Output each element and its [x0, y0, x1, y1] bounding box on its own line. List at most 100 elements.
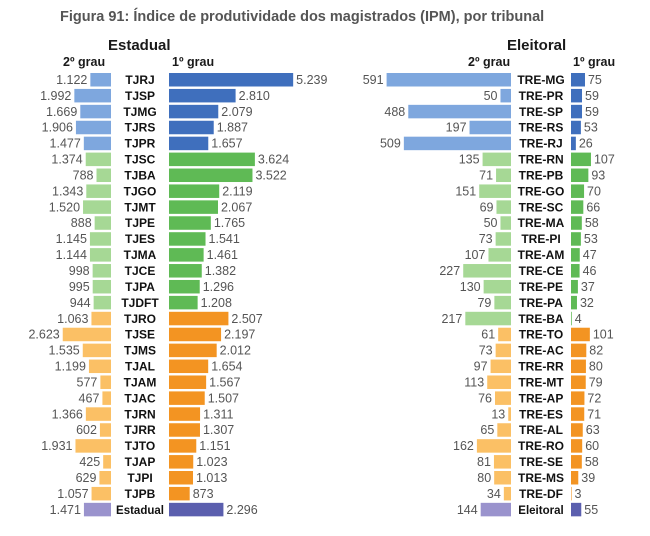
- eleitoral-bar-1grau-tre-ac: [571, 343, 587, 358]
- estadual-bar-2grau-tjce: [92, 264, 111, 278]
- estadual-value-1grau-tjam: 1.567: [209, 375, 240, 389]
- eleitoral-value-2grau-tre-rs: 197: [446, 121, 467, 135]
- eleitoral-bar-1grau-tre-pa: [571, 295, 577, 310]
- eleitoral-bar-2grau-tre-ro: [476, 439, 511, 453]
- estadual-label-tjam: TJAM: [124, 375, 157, 389]
- eleitoral-value-1grau-tre-ce: 46: [583, 264, 597, 278]
- eleitoral-value-2grau-tre-es: 13: [491, 407, 505, 421]
- estadual-bar-2grau-tjpa: [92, 279, 111, 294]
- estadual-bar-1grau-tjce: [169, 264, 202, 278]
- estadual-bar-1grau-tjam: [169, 375, 207, 389]
- eleitoral-value-2grau-tre-sp: 488: [384, 105, 405, 119]
- eleitoral-bar-2grau-tre-ce: [463, 264, 511, 278]
- estadual-bar-1grau-tjap: [169, 455, 194, 469]
- estadual-value-1grau-tjpi: 1.013: [196, 471, 227, 485]
- estadual-value-2grau-tjmg: 1.669: [46, 105, 77, 119]
- eleitoral-label-tre-ce: TRE-CE: [519, 264, 564, 278]
- eleitoral-value-2grau-tre-rj: 509: [380, 137, 401, 151]
- eleitoral-bar-2grau-tre-pr: [500, 88, 511, 103]
- estadual-value-2grau-tjdft: 944: [70, 296, 91, 310]
- estadual-value-2grau-tjam: 577: [77, 375, 98, 389]
- eleitoral-bar-2grau-eleitoral: [480, 502, 511, 517]
- eleitoral-value-2grau-tre-df: 34: [487, 487, 501, 501]
- estadual-label-tjpb: TJPB: [125, 487, 156, 501]
- eleitoral-value-2grau-tre-am: 107: [465, 248, 486, 262]
- eleitoral-label-tre-pb: TRE-PB: [519, 168, 564, 182]
- eleitoral-bar-1grau-tre-es: [571, 407, 585, 421]
- estadual-bar-2grau-estadual: [83, 502, 111, 517]
- estadual-bar-1grau-tjrs: [169, 120, 214, 135]
- eleitoral-bar-1grau-tre-sc: [571, 200, 584, 214]
- estadual-label-tjgo: TJGO: [124, 184, 157, 198]
- eleitoral-value-1grau-tre-pb: 93: [591, 168, 605, 182]
- estadual-bar-2grau-tjro: [91, 311, 111, 326]
- eleitoral-bar-2grau-tre-mg: [386, 73, 511, 87]
- estadual-value-1grau-tjrs: 1.887: [217, 121, 248, 135]
- estadual-value-1grau-tjms: 2.012: [220, 344, 251, 358]
- eleitoral-value-2grau-tre-pr: 50: [484, 89, 498, 103]
- estadual-value-2grau-tjrj: 1.122: [56, 73, 87, 87]
- eleitoral-bar-1grau-tre-mg: [571, 73, 585, 87]
- eleitoral-value-1grau-tre-rn: 107: [594, 153, 615, 167]
- estadual-value-1grau-tjma: 1.461: [207, 248, 238, 262]
- estadual-value-2grau-tjrn: 1.366: [52, 407, 83, 421]
- eleitoral-bar-1grau-tre-ma: [571, 216, 582, 230]
- estadual-bar-2grau-tjma: [89, 248, 111, 262]
- estadual-bar-1grau-tjsp: [169, 88, 236, 103]
- estadual-label-tjpr: TJPR: [125, 137, 156, 151]
- eleitoral-value-2grau-tre-rr: 97: [474, 360, 488, 374]
- estadual-bar-2grau-tjac: [102, 391, 111, 405]
- estadual-label-tjrn: TJRN: [124, 407, 155, 421]
- estadual-bar-1grau-tjto: [169, 439, 197, 453]
- estadual-value-1grau-tjce: 1.382: [205, 264, 236, 278]
- eleitoral-value-1grau-tre-go: 70: [587, 184, 601, 198]
- eleitoral-value-2grau-tre-pb: 71: [479, 168, 493, 182]
- eleitoral-bar-1grau-tre-ce: [571, 264, 580, 278]
- eleitoral-value-1grau-tre-mg: 75: [588, 73, 602, 87]
- eleitoral-bar-2grau-tre-am: [488, 248, 511, 262]
- estadual-value-2grau-tjma: 1.144: [56, 248, 87, 262]
- estadual-value-1grau-tjac: 1.507: [208, 391, 239, 405]
- estadual-bar-1grau-tjsc: [169, 152, 255, 167]
- eleitoral-bar-1grau-tre-pe: [571, 279, 578, 294]
- eleitoral-value-2grau-tre-pa: 79: [477, 296, 491, 310]
- estadual-value-2grau-tjpa: 995: [69, 280, 90, 294]
- estadual-label-tjrr: TJRR: [124, 423, 156, 437]
- estadual-value-2grau-tjpb: 1.057: [57, 487, 88, 501]
- eleitoral-bar-2grau-tre-ms: [494, 471, 511, 485]
- estadual-bar-2grau-tjsp: [74, 88, 111, 103]
- estadual-label-tjap: TJAP: [125, 455, 156, 469]
- estadual-value-2grau-tjpi: 629: [76, 471, 97, 485]
- eleitoral-value-2grau-tre-ap: 76: [478, 391, 492, 405]
- eleitoral-label-tre-mt: TRE-MT: [518, 375, 564, 389]
- eleitoral-bar-2grau-tre-to: [498, 327, 511, 342]
- estadual-bar-2grau-tjdft: [93, 295, 111, 310]
- eleitoral-value-1grau-tre-sc: 66: [586, 200, 600, 214]
- eleitoral-label-tre-am: TRE-AM: [518, 248, 565, 262]
- eleitoral-value-2grau-tre-rn: 135: [459, 153, 480, 167]
- eleitoral-bar-2grau-tre-pa: [494, 295, 511, 310]
- estadual-bar-2grau-tjpb: [91, 486, 111, 501]
- eleitoral-value-2grau-tre-se: 81: [477, 455, 491, 469]
- estadual-bar-1grau-tjdft: [169, 295, 198, 310]
- eleitoral-bar-1grau-tre-rn: [571, 152, 591, 167]
- estadual-label-tjes: TJES: [125, 232, 155, 246]
- eleitoral-label-tre-se: TRE-SE: [519, 455, 563, 469]
- estadual-bar-1grau-tjba: [169, 168, 253, 183]
- figure-title: Figura 91: Índice de produtividade dos m…: [60, 9, 545, 25]
- estadual-label-tjal: TJAL: [125, 360, 155, 374]
- eleitoral-label-tre-rj: TRE-RJ: [519, 137, 562, 151]
- eleitoral-bar-2grau-tre-es: [508, 407, 511, 421]
- eleitoral-label-tre-ap: TRE-AP: [519, 391, 564, 405]
- eleitoral-bar-1grau-tre-pr: [571, 88, 583, 103]
- estadual-bar-2grau-tjmt: [83, 200, 111, 214]
- estadual-label-tjma: TJMA: [124, 248, 157, 262]
- eleitoral-bar-2grau-tre-sp: [408, 104, 511, 119]
- eleitoral-value-1grau-tre-to: 101: [593, 328, 614, 342]
- estadual-value-2grau-tjsc: 1.374: [51, 153, 82, 167]
- eleitoral-bar-1grau-tre-rs: [571, 120, 581, 135]
- estadual-bar-1grau-tjmg: [169, 104, 219, 119]
- estadual-value-2grau-tjmt: 1.520: [49, 200, 80, 214]
- eleitoral-value-1grau-tre-rr: 80: [589, 360, 603, 374]
- eleitoral-label-tre-to: TRE-TO: [519, 328, 563, 342]
